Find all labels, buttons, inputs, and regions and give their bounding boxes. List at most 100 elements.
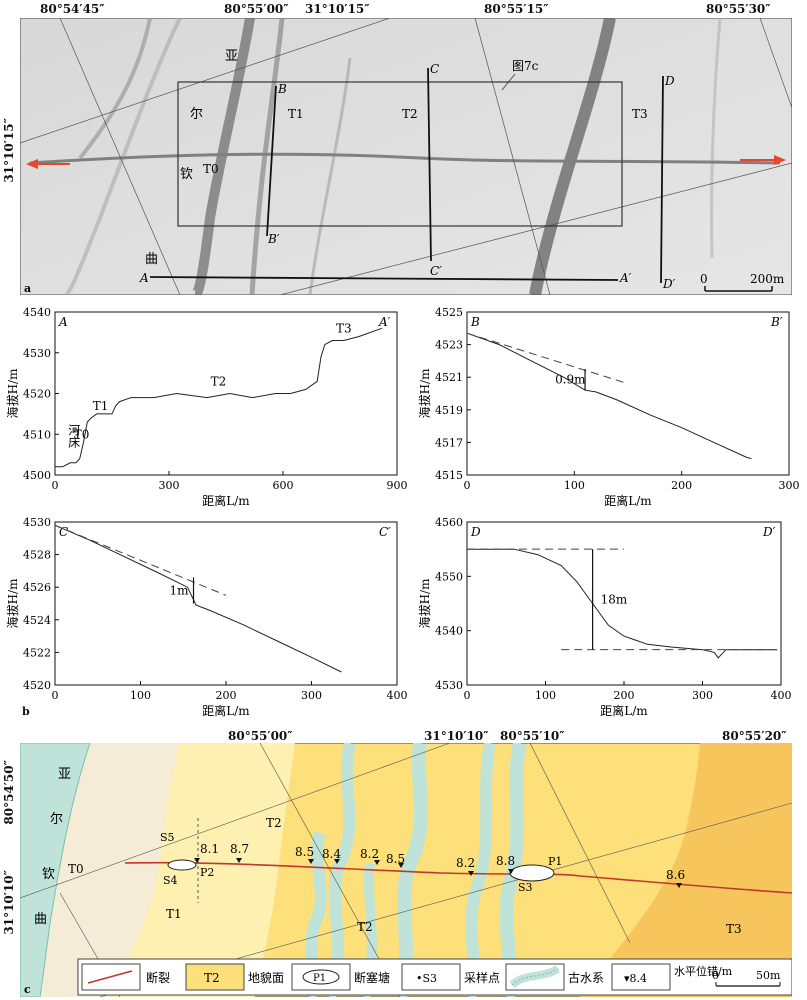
profile-end-label: B′ (770, 315, 783, 329)
coord-top-3: 31°10′15″ (305, 2, 370, 16)
profile-line (55, 327, 382, 468)
plot-frame (54, 311, 398, 476)
profile-end-label: A′ (378, 315, 391, 329)
terrace-annotation: T2 (211, 374, 227, 388)
y-tick-label: 4530 (23, 516, 51, 529)
y-axis-label: 海拔H/m (5, 578, 20, 629)
y-tick-label: 4500 (23, 469, 51, 482)
river-channel (20, 743, 91, 997)
y-tick-label: 4520 (23, 388, 51, 401)
legend-terrace: 地貌面 (248, 970, 284, 985)
y-tick-label: 4523 (435, 339, 463, 352)
terrace-annotation: T0 (74, 427, 90, 441)
offset-label: 1m (170, 583, 190, 597)
y-axis-label: 海拔H/m (417, 368, 432, 419)
c-terrace-t1: T1 (166, 907, 182, 921)
y-tick-label: 4525 (435, 306, 463, 319)
river-char-4: 曲 (145, 252, 158, 267)
profile-start-label: C (59, 525, 68, 539)
legend-sample: 采样点 (464, 970, 500, 985)
profile-d-start: D (664, 74, 675, 88)
y-tick-label: 4560 (435, 516, 463, 529)
y-tick-label: 4510 (23, 428, 51, 441)
c-coord-top-4: 80°55′20″ (722, 729, 787, 743)
profile-b-end: B′ (267, 232, 280, 246)
offset-7: 8.2 (456, 856, 475, 870)
panel-c-label: c (24, 983, 31, 996)
profile-chart-1: 0 300 600 900 4500 4510 4520 4530 4540 距离L/m 海拔H/m… (5, 306, 408, 508)
x-tick-label: 600 (273, 479, 294, 492)
x-axis-label: 距离L/m (604, 493, 652, 508)
x-tick-label: 0 (464, 479, 471, 492)
x-axis-label: 距离L/m (600, 703, 648, 718)
coord-left: 31°10′15″ (2, 118, 16, 183)
hillshade-map: 0 200m 亚 尔 钦 曲 T0 T1 T2 T3 A A′ B B′ C C… (20, 18, 792, 295)
c-coord-top-3: 80°55′10″ (500, 729, 565, 743)
x-tick-label: 300 (301, 689, 322, 702)
pond-p1-label: P1 (548, 855, 562, 868)
x-tick-label: 900 (387, 479, 408, 492)
legend-scale-zero: 0 (712, 969, 719, 982)
y-axis-label: 海拔H/m (417, 578, 432, 629)
river-char-2: 尔 (190, 107, 203, 122)
sample-s3: S3 (518, 881, 533, 894)
y-tick-label: 4524 (23, 614, 51, 627)
y-axis-label: 海拔H/m (5, 368, 20, 419)
legend: 断裂 T2 地貌面 P1 断塞塘 •S3 采样点 古水系 ▾8.4 水平位错/m… (77, 958, 792, 996)
reference-line (466, 332, 629, 385)
profile-b-start: B (277, 82, 287, 96)
profile-d-end: D′ (662, 277, 676, 291)
legend-offset-symbol: ▾8.4 (624, 972, 647, 985)
terrace-t3: T3 (632, 107, 648, 121)
fig-ref: 图7c (512, 59, 539, 73)
pond-p1 (509, 864, 555, 882)
y-tick-label: 4540 (23, 306, 51, 319)
c-coord-left-1: 80°54′50″ (2, 760, 16, 825)
coord-top-2: 80°55′00″ (224, 2, 289, 16)
c-coord-left-2: 31°10′10″ (2, 870, 16, 935)
offset-label: 18m (601, 592, 628, 606)
y-tick-label: 4520 (23, 679, 51, 692)
y-tick-label: 4530 (435, 679, 463, 692)
plot-frame (466, 311, 790, 476)
y-tick-label: 4521 (435, 371, 463, 384)
c-terrace-t2-a: T2 (266, 816, 282, 830)
terrace-t2: T2 (402, 107, 418, 121)
x-tick-label: 300 (692, 689, 713, 702)
offset-4: 8.4 (322, 847, 341, 861)
c-river-char-3: 钦 (42, 867, 55, 882)
profile-end-label: C′ (379, 525, 391, 539)
c-terrace-t0: T0 (68, 862, 84, 876)
profile-start-label: A (58, 315, 68, 329)
terrace-t1: T1 (288, 107, 304, 121)
terrace-t1-area (110, 743, 295, 997)
legend-offset: 水平位错/m (674, 964, 733, 978)
profile-line (467, 548, 778, 659)
scale-zero: 0 (700, 272, 708, 286)
x-tick-label: 300 (779, 479, 800, 492)
offset-3: 8.5 (295, 845, 314, 859)
pond-p2 (167, 859, 197, 871)
c-terrace-t2-b: T2 (357, 920, 373, 934)
sample-s4: S4 (163, 874, 178, 887)
profile-chart-2: 0 100 200 300 4515 4517 4519 4521 4523 4525 距离L/m 海… (417, 306, 800, 508)
riverbed-annotation: 河 (68, 423, 80, 437)
offset-8: 8.8 (496, 854, 515, 868)
offset-5: 8.2 (360, 847, 379, 861)
c-terrace-t3: T3 (726, 922, 742, 936)
y-tick-label: 4519 (435, 404, 463, 417)
x-tick-label: 400 (387, 689, 408, 702)
profile-a-end: A′ (619, 271, 632, 285)
profile-c-start: C (430, 62, 439, 76)
profile-chart-3: 0 100 200 300 400 4520 4522 4524 4526 4528 4530 距离L… (5, 516, 408, 718)
offset-1: 8.1 (200, 842, 219, 856)
profile-start-label: D (470, 525, 481, 539)
c-coord-top-1: 80°55′00″ (228, 729, 293, 743)
x-tick-label: 200 (614, 689, 635, 702)
coord-top-1: 80°54′45″ (40, 2, 105, 16)
terrace-annotation: T3 (336, 321, 352, 335)
profile-end-label: D′ (762, 525, 776, 539)
legend-paleo: 古水系 (568, 970, 604, 985)
x-tick-label: 0 (52, 689, 59, 702)
x-tick-label: 100 (535, 689, 556, 702)
